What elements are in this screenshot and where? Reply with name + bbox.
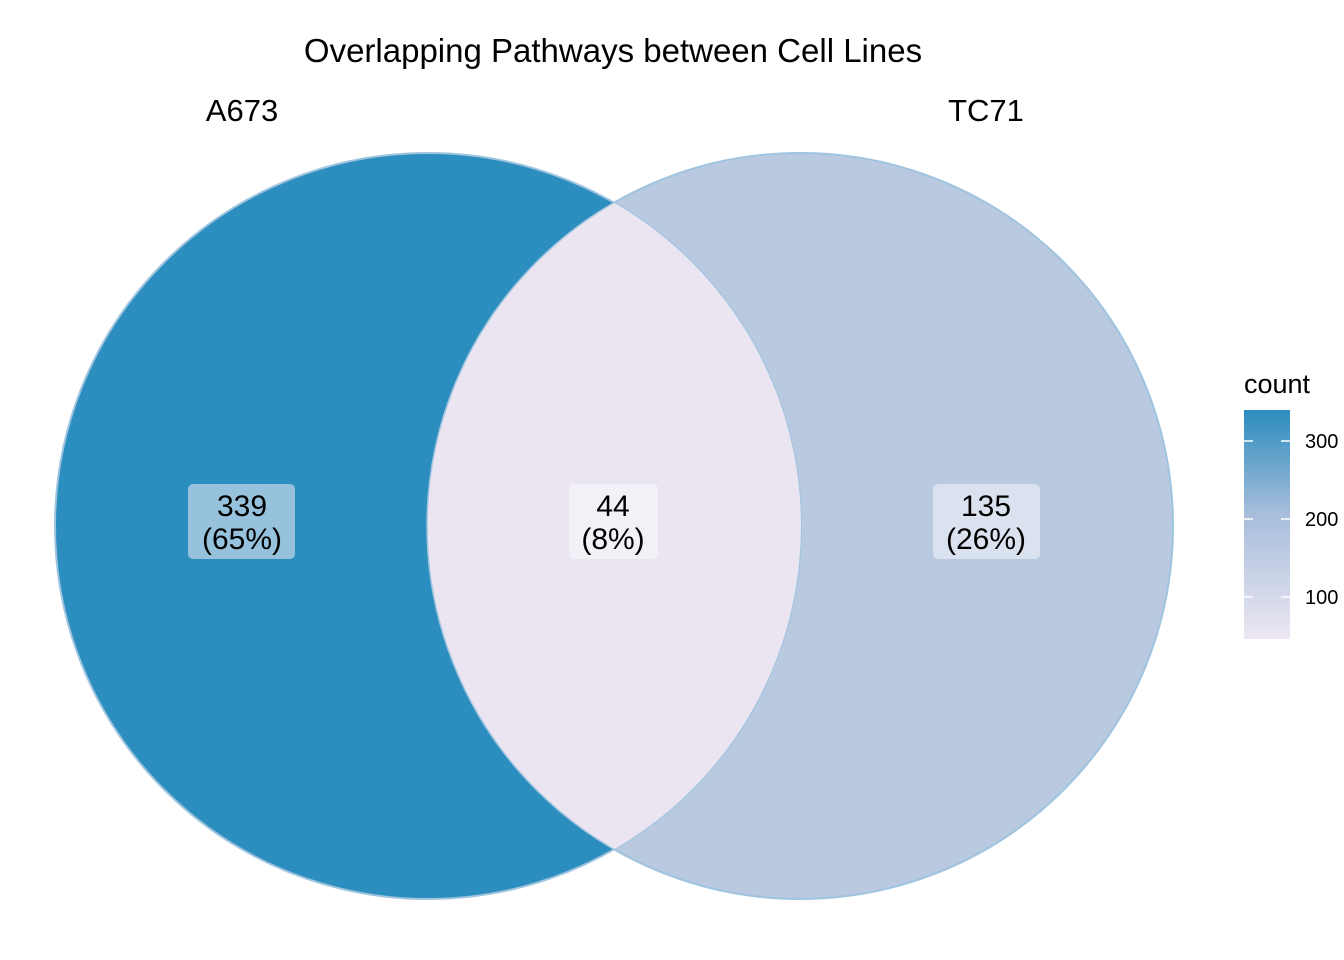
legend-tick-label-200: 200 xyxy=(1305,509,1338,531)
legend-tick-label-100: 100 xyxy=(1305,587,1338,609)
set-label-a673: A673 xyxy=(206,93,278,128)
legend-tick-label-300: 300 xyxy=(1305,431,1338,453)
intersection-region xyxy=(426,153,801,899)
region-label-background xyxy=(933,484,1040,559)
region-label-background xyxy=(569,484,658,559)
region-count: 44 xyxy=(596,490,629,523)
legend-colorbar xyxy=(1244,410,1290,639)
legend-tick-marks xyxy=(1244,440,1290,598)
region-label-background xyxy=(188,484,295,559)
region-percent: (8%) xyxy=(581,523,644,556)
diagram-title: Overlapping Pathways between Cell Lines xyxy=(304,32,922,69)
legend: count 300 200 100 xyxy=(1244,369,1338,639)
region-label-tc71-only: 135 (26%) xyxy=(933,484,1040,559)
region-label-a673-only: 339 (65%) xyxy=(188,484,295,559)
set-label-tc71: TC71 xyxy=(948,93,1024,128)
region-percent: (26%) xyxy=(946,523,1026,556)
region-label-intersection: 44 (8%) xyxy=(569,484,658,559)
region-percent: (65%) xyxy=(202,523,282,556)
region-count: 135 xyxy=(961,490,1011,523)
region-count: 339 xyxy=(217,490,267,523)
legend-title: count xyxy=(1244,369,1311,399)
